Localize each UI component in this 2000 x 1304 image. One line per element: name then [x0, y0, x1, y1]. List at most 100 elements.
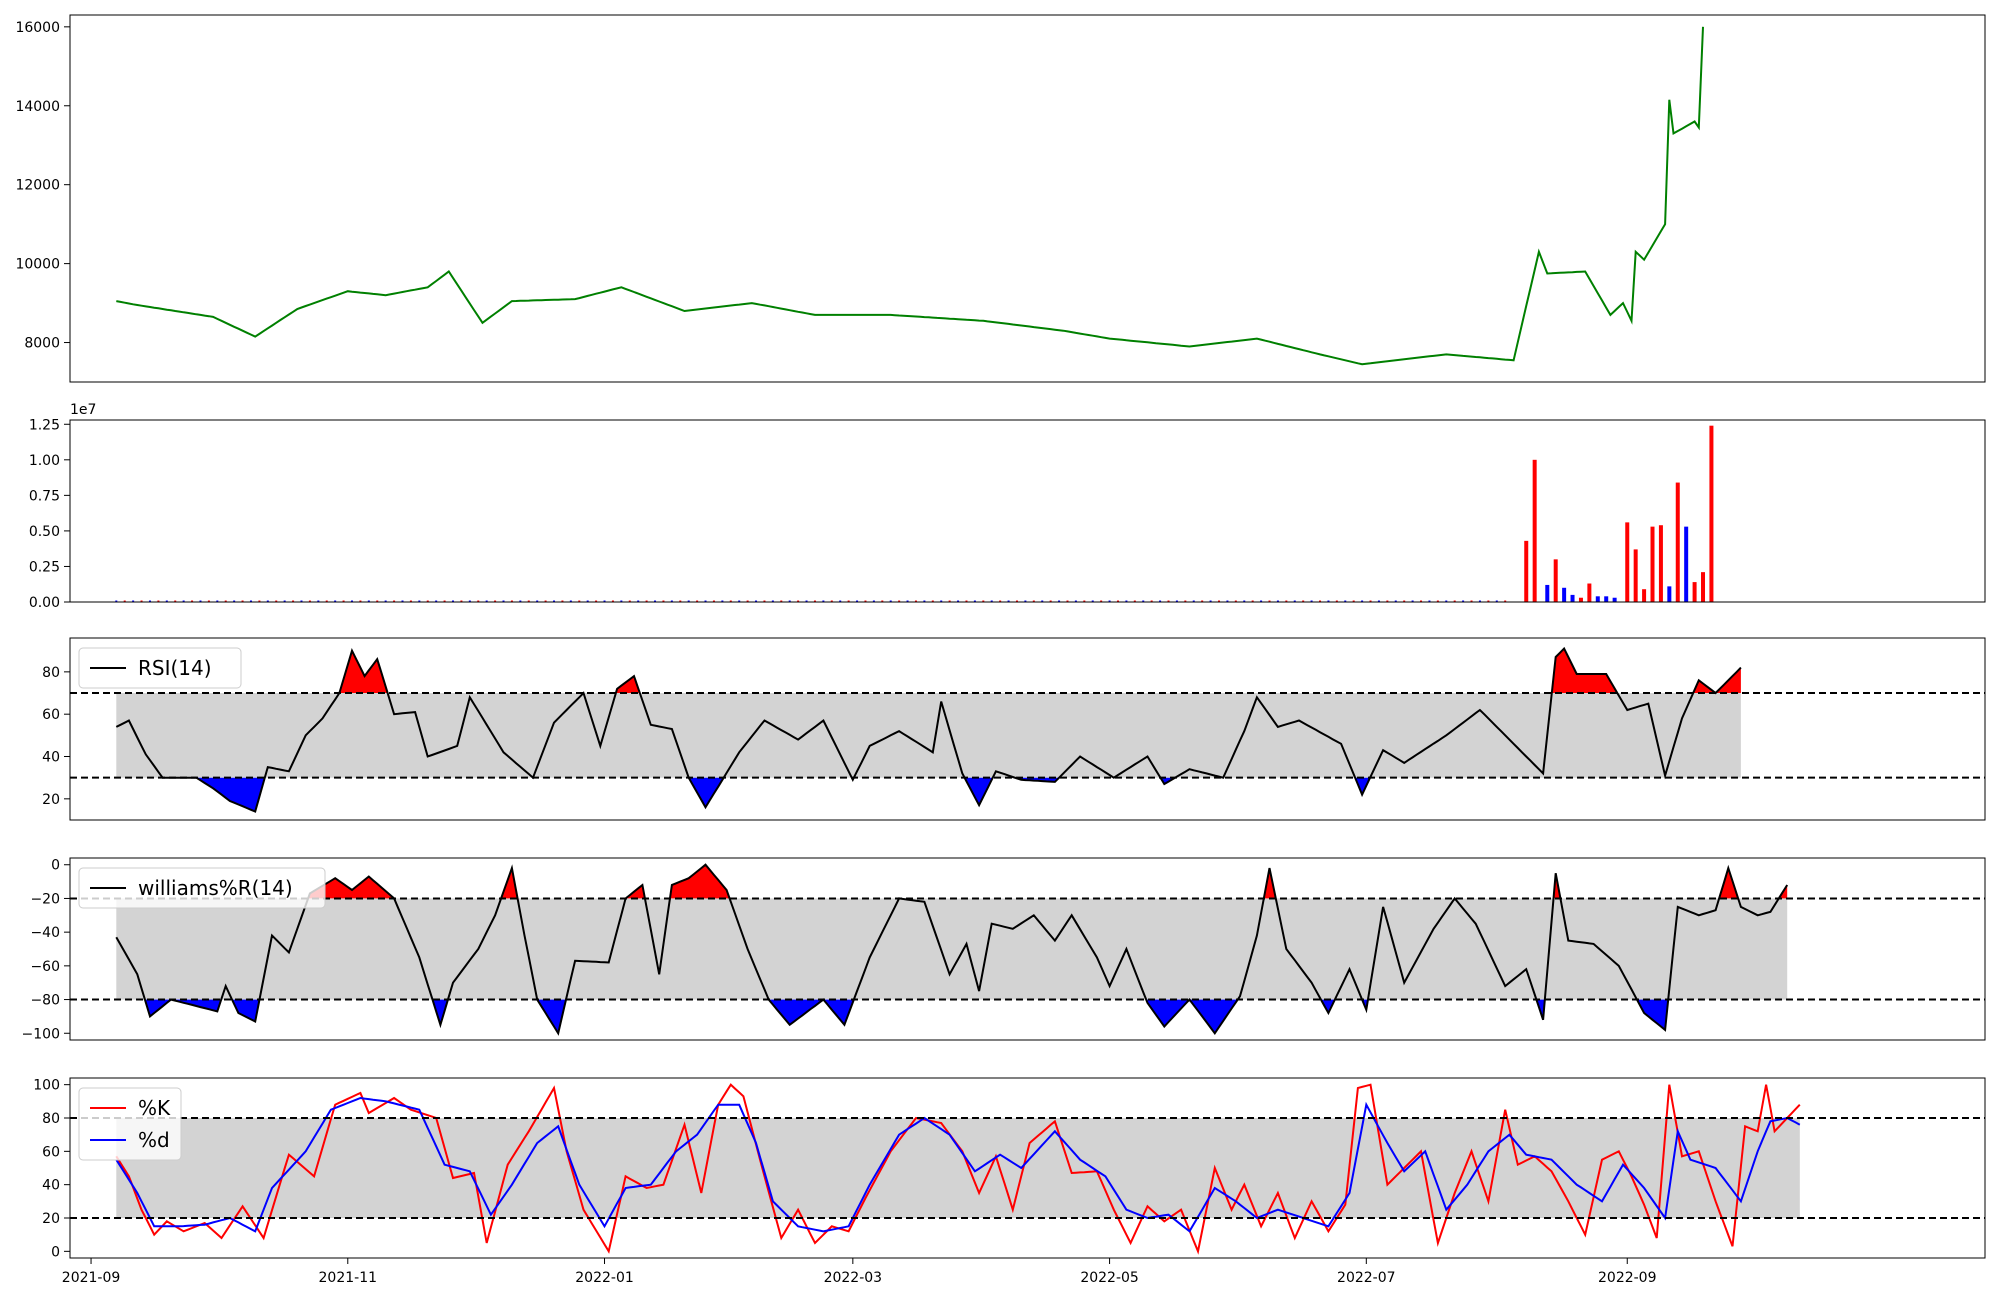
volume-bar-small	[990, 600, 993, 602]
volume-bar-9	[1604, 596, 1609, 602]
volume-bar-small	[123, 600, 126, 602]
volume-bar-small	[1142, 600, 1145, 602]
williams-oversold-fill-5	[768, 999, 824, 1025]
rsi-oversold-fill-6	[1355, 777, 1371, 795]
volume-bar-small	[1403, 600, 1406, 602]
volume-bar-small	[199, 600, 202, 602]
volume-bar-small	[763, 600, 766, 602]
volume-bar-small	[1335, 600, 1338, 602]
rsi-oversold-fill-1	[688, 777, 724, 808]
volume-frame	[69, 419, 1986, 603]
volume-bar-small	[258, 600, 261, 602]
volume-bar-small	[435, 600, 438, 602]
volume-bar-small	[1470, 600, 1473, 602]
williams-oversold-fill-3	[432, 999, 448, 1025]
volume-bar-small	[771, 600, 774, 602]
volume-bar-small	[1260, 600, 1263, 602]
volume-bar-small	[645, 600, 648, 602]
volume-bar-small	[536, 600, 539, 602]
stochastic-legend-label-0: %K	[138, 1096, 171, 1120]
volume-bar-small	[1487, 600, 1490, 602]
volume-bar-small	[1310, 600, 1313, 602]
volume-bar-4	[1562, 587, 1567, 602]
volume-bar-small	[746, 600, 749, 602]
price-frame	[69, 14, 1986, 383]
volume-bar-small	[426, 600, 429, 602]
volume-bar-small	[325, 600, 328, 602]
volume-bar-small	[679, 600, 682, 602]
volume-bar-small	[1420, 600, 1423, 602]
volume-bar-small	[1201, 600, 1204, 602]
williams-ytick-label-1: −80	[30, 993, 60, 1009]
stochastic-frame	[69, 1077, 1986, 1259]
volume-bar-small	[1319, 600, 1322, 602]
volume-bar-small	[1344, 600, 1347, 602]
volume-bar-1	[1532, 459, 1537, 602]
volume-bar-small	[140, 600, 143, 602]
williams-overbought-fill-3	[670, 864, 730, 899]
volume-bar-small	[519, 600, 522, 602]
x-tick-label-5: 2022-07	[1337, 1270, 1396, 1286]
rsi-overbought-fill-2	[1551, 648, 1618, 693]
x-tick-label-1: 2021-11	[319, 1270, 378, 1286]
volume-bar-15	[1658, 525, 1663, 602]
volume-offset-label: 1e7	[70, 402, 96, 418]
volume-bar-small	[1285, 600, 1288, 602]
volume-bar-5	[1570, 594, 1575, 602]
volume-bar-small	[1074, 600, 1077, 602]
volume-bar-small	[376, 600, 379, 602]
volume-bar-small	[207, 600, 210, 602]
volume-bar-small	[611, 600, 614, 602]
volume-bar-small	[174, 600, 177, 602]
volume-bar-small	[401, 600, 404, 602]
volume-bar-small	[1276, 600, 1279, 602]
volume-bar-18	[1684, 526, 1689, 602]
volume-bar-small	[1251, 600, 1254, 602]
rsi-overbought-fill-4	[1715, 667, 1741, 693]
volume-bar-small	[1377, 600, 1380, 602]
price-ytick-label-4: 16000	[15, 20, 60, 36]
volume-plot-area	[70, 420, 1985, 602]
volume-bar-small	[906, 600, 909, 602]
volume-bar-small	[1007, 600, 1010, 602]
volume-bar-small	[224, 600, 227, 602]
volume-bar-small	[527, 600, 530, 602]
price-ytick-label-3: 14000	[15, 99, 60, 115]
volume-bar-small	[182, 600, 185, 602]
volume-bar-small	[1436, 600, 1439, 602]
volume-bar-small	[805, 600, 808, 602]
volume-bar-small	[595, 600, 598, 602]
williams-line	[115, 863, 1789, 1036]
volume-bar-small	[1445, 600, 1448, 602]
volume-bar-small	[1327, 600, 1330, 602]
volume-bar-12	[1633, 549, 1638, 602]
x-tick-label-6: 2022-09	[1598, 1270, 1657, 1286]
williams-ytick-label-5: 0	[51, 858, 60, 874]
rsi-band	[116, 693, 1741, 778]
volume-bar-small	[780, 600, 783, 602]
rsi-oversold-fill-0	[196, 777, 265, 812]
volume-bar-small	[822, 600, 825, 602]
williams-oversold-fill-12	[1636, 999, 1669, 1030]
volume-bar-small	[561, 600, 564, 602]
volume-bar-small	[1015, 600, 1018, 602]
volume-bar-small	[1226, 600, 1229, 602]
volume-bar-small	[578, 600, 581, 602]
volume-bar-small	[1495, 600, 1498, 602]
volume-bar-small	[1293, 600, 1296, 602]
volume-ytick-label-5: 1.25	[29, 417, 60, 433]
volume-bar-small	[393, 600, 396, 602]
volume-bar-small	[359, 600, 362, 602]
volume-bar-small	[1175, 600, 1178, 602]
volume-bar-small	[1243, 600, 1246, 602]
volume-bar-small	[940, 600, 943, 602]
volume-ytick-label-2: 0.50	[29, 524, 60, 540]
volume-bar-small	[788, 600, 791, 602]
volume-bar-13	[1642, 589, 1647, 602]
volume-bar-small	[317, 600, 320, 602]
rsi-ytick-label-1: 40	[42, 750, 60, 766]
stochastic-ytick-label-0: 0	[51, 1244, 60, 1260]
volume-bar-small	[460, 600, 463, 602]
stochastic-ytick-label-1: 20	[42, 1211, 60, 1227]
